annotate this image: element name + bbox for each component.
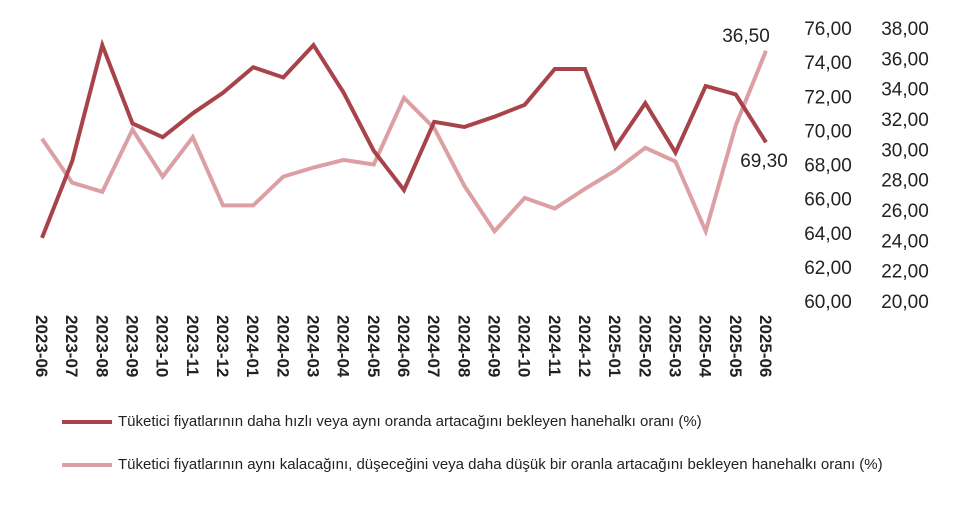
x-axis-tick-label: 2024-04: [334, 315, 353, 378]
legend-item-series2: Tüketici fiyatlarının aynı kalacağını, d…: [62, 455, 908, 475]
x-axis-tick-label: 2023-08: [92, 315, 111, 377]
x-axis-tick-label: 2024-08: [454, 315, 473, 377]
right-axis-tick-label: 26,00: [881, 201, 929, 222]
legend-swatch-series1: [62, 420, 112, 424]
x-axis-tick-label: 2024-01: [243, 315, 262, 377]
left-axis-tick-label: 74,00: [804, 53, 852, 74]
left-axis-tick-label: 76,00: [804, 19, 852, 40]
right-axis-tick-label: 20,00: [881, 292, 929, 313]
legend-item-series1: Tüketici fiyatlarının daha hızlı veya ay…: [62, 412, 908, 432]
left-axis-tick-label: 60,00: [804, 292, 852, 313]
right-axis-tick-label: 28,00: [881, 171, 929, 192]
right-axis-ticks: 20,00 22,00 24,00 26,00 28,00 30,00 32,00 34,00…: [881, 19, 929, 313]
x-axis-tick-label: 2024-09: [485, 315, 504, 377]
right-axis-tick-label: 34,00: [881, 80, 929, 101]
series-layer: [40, 38, 768, 239]
right-axis-tick-label: 36,00: [881, 49, 929, 70]
x-axis-ticks: 2023-06 2023-07 2023-08 2023-09 2023-10 2023-…: [32, 315, 775, 378]
x-axis-tick-label: 2024-07: [424, 315, 443, 377]
x-axis-tick-label: 2024-02: [273, 315, 292, 377]
left-axis-tick-label: 64,00: [804, 224, 852, 245]
x-axis-tick-label: 2023-10: [153, 315, 172, 377]
left-axis-tick-label: 62,00: [804, 258, 852, 279]
series-line-2: [40, 50, 768, 238]
left-axis-tick-label: 66,00: [804, 190, 852, 211]
series-line-1: [40, 38, 768, 239]
left-axis-tick-label: 72,00: [804, 87, 852, 108]
left-axis-tick-label: 68,00: [804, 156, 852, 177]
x-axis-tick-label: 2025-04: [696, 315, 715, 378]
x-axis-tick-label: 2025-01: [605, 315, 624, 377]
x-axis-tick-label: 2024-11: [545, 315, 564, 376]
right-axis-tick-label: 38,00: [881, 19, 929, 40]
x-axis-tick-label: 2024-10: [515, 315, 534, 377]
x-axis-tick-label: 2024-05: [364, 315, 383, 377]
left-axis-tick-label: 70,00: [804, 121, 852, 142]
left-axis-ticks: 60,00 62,00 64,00 66,00 68,00 70,00 72,00 74,00…: [804, 19, 852, 313]
right-axis-tick-label: 22,00: [881, 262, 929, 283]
x-axis-tick-label: 2025-06: [756, 315, 775, 377]
x-axis-tick-label: 2025-05: [726, 315, 745, 377]
x-axis-tick-label: 2023-11: [183, 315, 202, 376]
x-axis-tick-label: 2023-06: [32, 315, 51, 377]
legend-label-series2: Tüketici fiyatlarının aynı kalacağını, d…: [118, 456, 883, 473]
x-axis-tick-label: 2024-06: [394, 315, 413, 377]
x-axis-tick-label: 2023-07: [62, 315, 81, 377]
x-axis-tick-label: 2025-02: [635, 315, 654, 377]
data-label-series1-last: 69,30: [740, 151, 788, 172]
right-axis-tick-label: 24,00: [881, 231, 929, 252]
x-axis-tick-label: 2023-12: [213, 315, 232, 377]
x-axis-tick-label: 2024-03: [304, 315, 323, 377]
x-axis-tick-label: 2024-12: [575, 315, 594, 377]
right-axis-tick-label: 30,00: [881, 140, 929, 161]
legend-label-series1: Tüketici fiyatlarının daha hızlı veya ay…: [118, 413, 702, 430]
x-axis-tick-label: 2023-09: [123, 315, 142, 377]
right-axis-tick-label: 32,00: [881, 110, 929, 131]
data-label-series2-last: 36,50: [722, 26, 770, 47]
legend-swatch-series2: [62, 463, 112, 467]
x-axis-tick-label: 2025-03: [666, 315, 685, 377]
line-chart: 60,00 62,00 64,00 66,00 68,00 70,00 72,00 74,00…: [32, 19, 929, 378]
